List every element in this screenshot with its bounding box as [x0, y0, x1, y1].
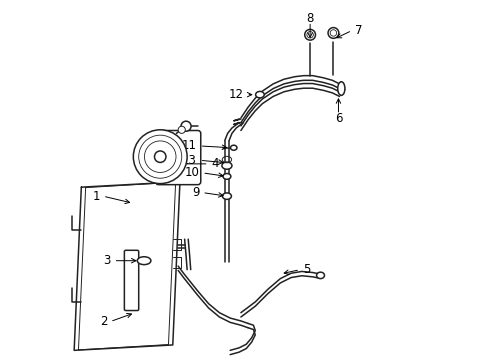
Text: 13: 13	[182, 154, 196, 167]
Ellipse shape	[137, 257, 151, 265]
FancyBboxPatch shape	[124, 250, 139, 311]
Text: 2: 2	[100, 315, 107, 328]
Ellipse shape	[222, 162, 231, 169]
Text: 5: 5	[303, 263, 310, 276]
Circle shape	[133, 130, 187, 184]
Text: 11: 11	[182, 139, 196, 152]
Ellipse shape	[223, 174, 230, 179]
Ellipse shape	[327, 28, 338, 39]
Text: 3: 3	[103, 254, 110, 267]
Ellipse shape	[304, 30, 315, 40]
Ellipse shape	[222, 193, 231, 199]
Text: 7: 7	[354, 24, 362, 37]
Circle shape	[178, 126, 185, 134]
Text: 10: 10	[184, 166, 199, 179]
Circle shape	[154, 151, 165, 162]
Text: 4: 4	[211, 157, 219, 170]
Ellipse shape	[316, 272, 324, 279]
Ellipse shape	[255, 91, 264, 98]
Text: 8: 8	[306, 12, 313, 25]
Text: 12: 12	[228, 88, 243, 101]
Text: 1: 1	[92, 190, 100, 203]
Text: 9: 9	[191, 186, 199, 199]
Ellipse shape	[230, 145, 237, 150]
FancyBboxPatch shape	[155, 131, 201, 185]
Text: 6: 6	[334, 112, 342, 125]
Circle shape	[181, 121, 191, 131]
Ellipse shape	[337, 82, 344, 95]
